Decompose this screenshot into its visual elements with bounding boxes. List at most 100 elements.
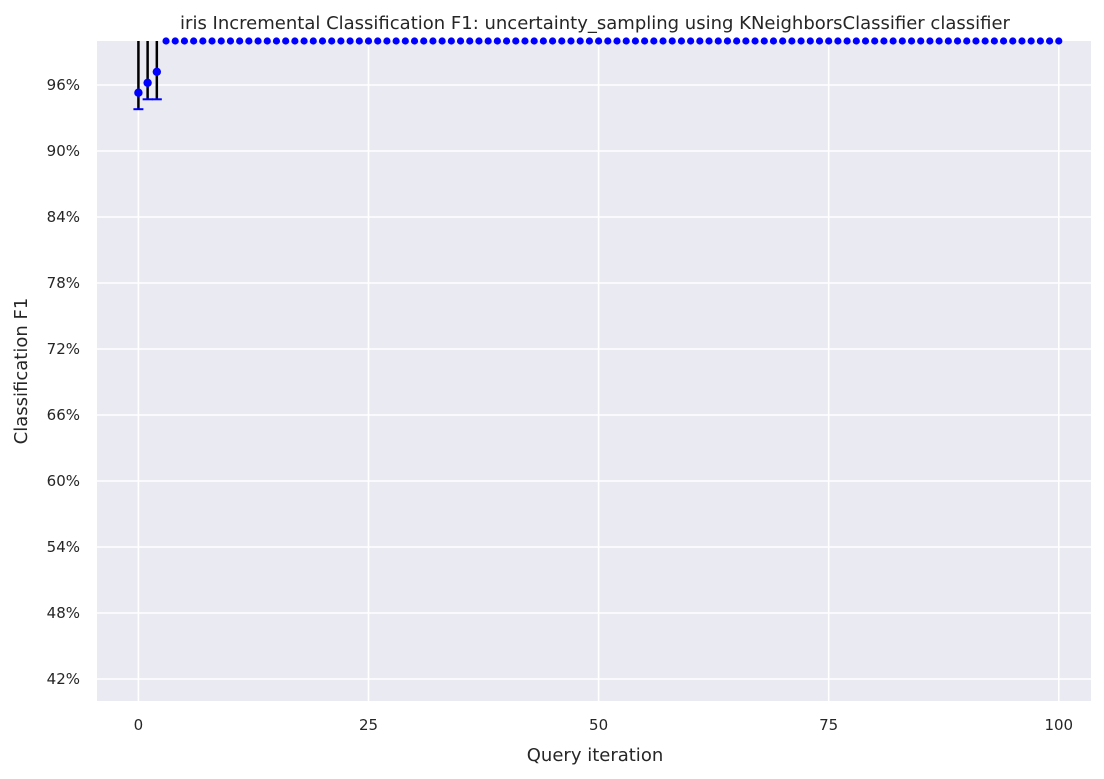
data-point	[420, 37, 428, 45]
data-point	[199, 37, 207, 45]
data-point	[143, 78, 152, 88]
x-tick-label: 0	[134, 716, 144, 734]
data-point	[1036, 37, 1044, 45]
data-point	[318, 37, 327, 45]
data-point	[880, 37, 888, 45]
data-point	[134, 88, 143, 97]
data-point	[742, 37, 750, 45]
data-point	[714, 37, 722, 45]
data-point	[410, 37, 419, 45]
data-point	[806, 37, 814, 45]
y-tick-label: 78%	[47, 274, 80, 292]
data-point	[502, 37, 511, 45]
data-point	[981, 37, 989, 45]
x-tick-label: 50	[589, 716, 608, 734]
data-point	[355, 37, 363, 45]
data-point	[171, 37, 179, 45]
data-point	[705, 37, 713, 45]
data-point	[447, 37, 455, 45]
y-tick-label: 48%	[47, 604, 80, 622]
y-axis-label: Classification F1	[11, 298, 32, 445]
data-point	[723, 37, 732, 45]
data-point	[852, 37, 860, 45]
data-point	[687, 37, 695, 45]
data-point	[576, 37, 584, 45]
data-point	[641, 37, 649, 45]
data-point	[438, 37, 446, 45]
y-tick-label: 54%	[47, 538, 80, 556]
data-point	[613, 37, 621, 45]
y-tick-label: 42%	[47, 670, 80, 688]
data-point	[733, 37, 741, 45]
data-point	[328, 37, 336, 45]
data-point	[226, 37, 235, 45]
data-point	[392, 37, 400, 45]
data-point	[236, 37, 244, 45]
data-point	[429, 37, 437, 45]
data-point	[254, 37, 262, 45]
x-axis-label: Query iteration	[527, 745, 663, 766]
data-point	[1018, 37, 1026, 45]
data-point	[364, 37, 373, 45]
data-point	[548, 37, 557, 45]
data-point	[539, 37, 547, 45]
data-point	[595, 37, 603, 45]
data-point	[374, 37, 382, 45]
x-tick-label: 100	[1044, 716, 1073, 734]
data-point	[779, 37, 787, 45]
data-point	[1027, 37, 1035, 45]
data-point	[963, 37, 971, 45]
data-point	[484, 37, 492, 45]
data-point	[668, 37, 676, 45]
data-point	[1009, 37, 1017, 45]
data-point	[585, 37, 593, 45]
data-point	[1045, 37, 1054, 45]
data-point	[871, 37, 879, 45]
data-point	[769, 37, 778, 45]
plot-area	[97, 41, 1091, 701]
data-point	[861, 37, 870, 45]
data-point	[760, 37, 768, 45]
data-point	[282, 37, 290, 45]
data-point	[245, 37, 253, 45]
data-point	[972, 37, 980, 45]
data-point	[889, 37, 897, 45]
data-point	[935, 37, 943, 45]
data-point	[650, 37, 658, 45]
data-point	[659, 37, 667, 45]
data-point	[521, 37, 529, 45]
x-tick-label: 25	[359, 716, 378, 734]
data-point	[162, 37, 170, 45]
data-point	[953, 37, 962, 45]
y-tick-label: 84%	[47, 208, 80, 226]
data-point	[190, 37, 198, 45]
data-point	[797, 37, 805, 45]
x-axis-ticks: 0 25 50 75 100	[134, 716, 1073, 734]
data-point	[309, 37, 317, 45]
data-point	[834, 37, 842, 45]
data-point	[1055, 37, 1063, 45]
data-point	[401, 37, 409, 45]
y-tick-label: 60%	[47, 472, 80, 490]
y-tick-label: 90%	[47, 142, 80, 160]
data-point	[300, 37, 308, 45]
y-axis-ticks: 42% 48% 54% 60% 66% 72% 78% 84% 90% 96%	[47, 76, 80, 688]
y-tick-label: 72%	[47, 340, 80, 358]
data-point	[604, 37, 612, 45]
data-point	[907, 37, 916, 45]
data-point	[990, 37, 998, 45]
data-point	[558, 37, 566, 45]
data-point	[466, 37, 474, 45]
data-point	[567, 37, 575, 45]
data-point	[152, 67, 162, 77]
data-point	[825, 37, 833, 45]
data-point	[898, 37, 906, 45]
data-point	[217, 37, 225, 45]
data-point	[999, 37, 1008, 45]
grid	[97, 41, 1091, 701]
data-point	[272, 37, 281, 45]
data-point	[926, 37, 934, 45]
data-point	[631, 37, 640, 45]
data-point	[346, 37, 354, 45]
